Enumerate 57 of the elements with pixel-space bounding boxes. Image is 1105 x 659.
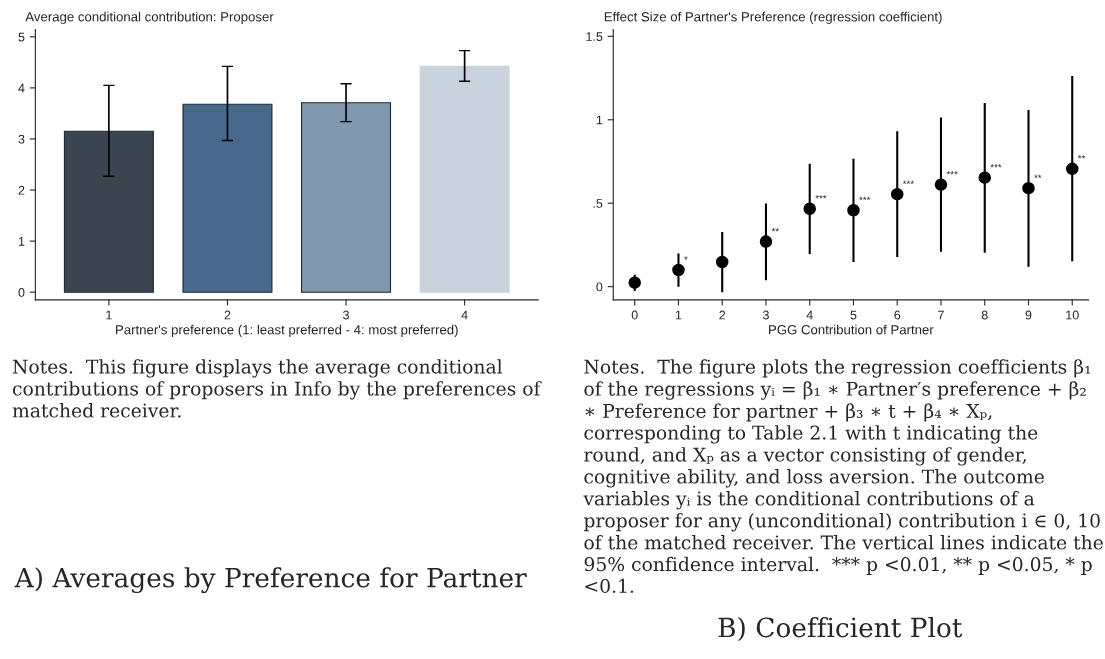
y-tick-label: 2 [18, 185, 25, 195]
x-tick-label: 3 [343, 310, 349, 320]
y-tick-label: 3 [18, 134, 25, 144]
y-tick-label: 1 [18, 237, 25, 246]
point [628, 276, 641, 289]
point [803, 202, 816, 215]
x-tick-label: 6 [894, 310, 901, 320]
data-label: ** [1077, 155, 1086, 159]
x-tick-label: 4 [461, 310, 468, 320]
y-tick-label: 0 [18, 287, 25, 297]
bar [63, 130, 154, 293]
point [890, 187, 904, 201]
x-tick-label: 1 [675, 310, 682, 320]
x-tick-label: 1 [106, 310, 112, 320]
text: A) Averages by Preference for Partner [14, 567, 527, 594]
data-label: *** [859, 196, 871, 201]
y-tick-label: .5 [593, 199, 603, 208]
x-axis-title: PGG Contribution of Partner [769, 324, 934, 335]
point [847, 203, 860, 217]
data-label: * [684, 256, 688, 260]
text: Notes. This figure displays the average conditional contributions of proposers in Info by the preferences of matched receiver. [12, 359, 542, 418]
text: Notes. The figure plots the regression coefficients β₁ of the regressions yᵢ = β₁ ∗ Partner′s preference + β₂ ∗ Preference for partner + β₃ ∗ t + β₄ ∗ Xₚ, corresponding to Table 2.1 with t indicating the round, and Xₚ as a vector consisting of gender, cognitive ability, and loss aversion. The outcome variables yᵢ is the conditional contributions of a proposer for any (unconditional) contribution i ∈ 0, 10 of the matched receiver. The vertical lines indicate the 95% confidence interval. *** p <0.01, ** p <0.05, * p <0.1. [583, 359, 1103, 593]
chart-title: Average conditional contribution: Proposer [25, 11, 274, 25]
x-tick-label: 4 [806, 310, 813, 320]
bar [182, 103, 273, 293]
x-tick-label: 7 [938, 310, 944, 320]
x-tick-label: 10 [1066, 310, 1079, 320]
y-tick-label: 1 [596, 115, 603, 125]
x-tick-label: 9 [1025, 310, 1032, 320]
point [715, 255, 729, 269]
x-tick-label: 3 [762, 310, 769, 320]
x-axis-title: Partner's preference (1: least preferred - 4: most preferred) [116, 324, 458, 337]
bar [419, 65, 510, 293]
data-label: ** [771, 227, 779, 232]
x-tick-label: 5 [850, 310, 857, 320]
data-label: ** [1034, 174, 1042, 178]
y-tick-label: 0 [596, 282, 603, 292]
x-tick-label: 8 [981, 310, 988, 320]
chart-title: Effect Size of Partner's Preference (regression coefficient) [604, 11, 942, 25]
y-tick-label: 5 [18, 32, 25, 42]
point [1065, 162, 1079, 176]
data-label: *** [815, 195, 827, 199]
y-tick-label: 4 [18, 83, 25, 93]
text: B) Coefficient Plot [718, 616, 963, 642]
point [1022, 181, 1035, 195]
x-tick-label: 0 [631, 310, 638, 320]
point [672, 263, 685, 277]
data-label: *** [902, 180, 914, 184]
x-tick-label: 2 [224, 310, 231, 320]
bar [301, 102, 392, 293]
point [978, 171, 991, 184]
y-tick-label: 1.5 [586, 32, 603, 41]
x-tick-label: 2 [719, 310, 726, 320]
point [759, 235, 773, 248]
point [934, 178, 948, 191]
data-label: *** [946, 171, 958, 175]
data-label: *** [990, 164, 1002, 168]
